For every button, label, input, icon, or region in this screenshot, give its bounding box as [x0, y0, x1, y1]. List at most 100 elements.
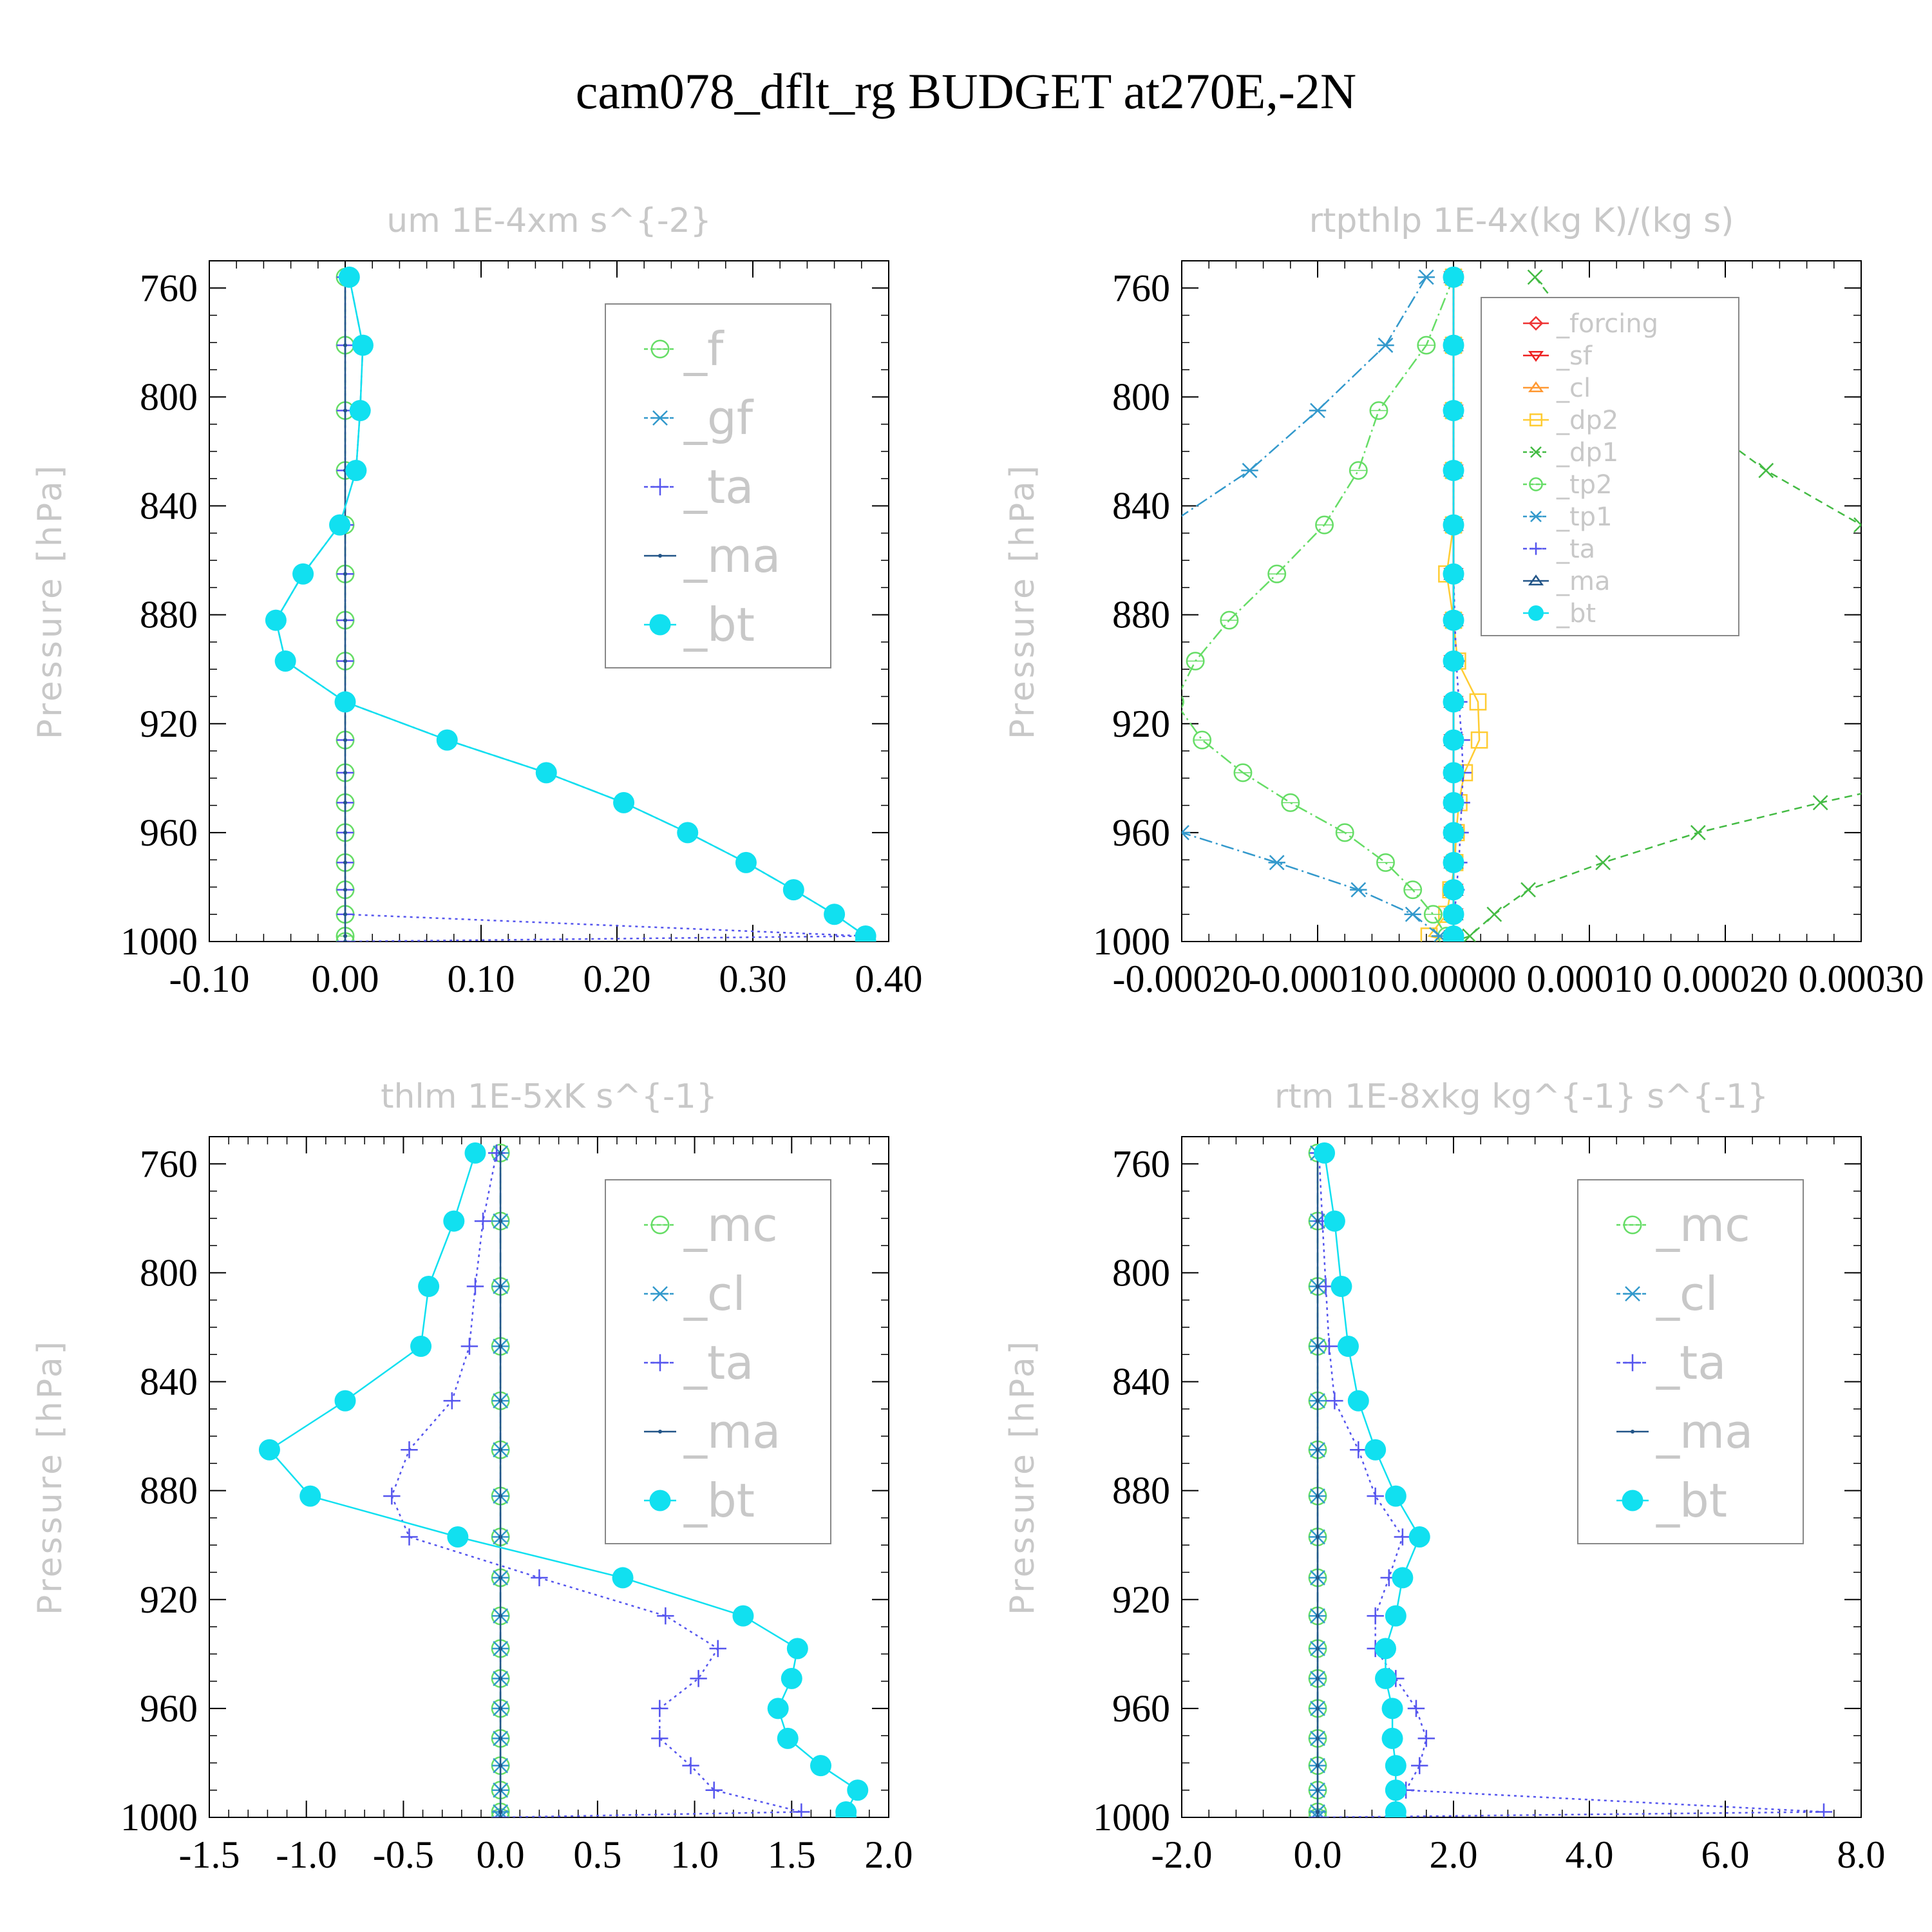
data-point	[1470, 731, 1488, 749]
legend-marker	[1623, 1215, 1642, 1235]
legend-item: _bt	[644, 1473, 755, 1528]
data-point	[343, 860, 347, 865]
legend-marker	[1528, 574, 1544, 586]
data-point	[1443, 931, 1464, 942]
legend-marker	[658, 1430, 662, 1434]
data-point	[735, 851, 757, 873]
data-point	[292, 563, 314, 585]
data-point	[1316, 1219, 1320, 1224]
data-point	[1316, 1646, 1320, 1651]
data-point	[334, 1390, 356, 1412]
data-point	[443, 1210, 465, 1232]
data-point	[1381, 1698, 1403, 1719]
data-point	[793, 1803, 810, 1817]
data-point	[474, 1212, 492, 1230]
data-point	[1385, 1485, 1406, 1507]
data-point	[498, 1219, 503, 1224]
legend-item: _cl	[1616, 1267, 1718, 1321]
data-point	[334, 691, 356, 713]
panel-title: rtpthlp 1E-4x(kg K)/(kg s)	[1309, 202, 1734, 240]
y-tick-label: 840	[140, 485, 198, 527]
legend-box	[1577, 1179, 1804, 1544]
legend-label: _dp2	[1556, 406, 1618, 435]
data-point	[343, 934, 347, 938]
legend-item: _sf	[1523, 341, 1593, 371]
legend-item: _mc	[1616, 1198, 1750, 1252]
legend-marker	[1530, 511, 1542, 522]
data-point	[1404, 906, 1421, 922]
data-point	[705, 1781, 723, 1799]
legend-marker	[1528, 605, 1544, 621]
data-point	[786, 1638, 808, 1660]
legend-item: _ta	[644, 460, 753, 514]
legend-marker	[651, 1354, 669, 1372]
x-tick-label: -0.00020	[1113, 958, 1251, 1000]
x-tick-label: 4.0	[1566, 1833, 1614, 1876]
data-point	[274, 650, 296, 672]
legend-item: _cl	[644, 1267, 746, 1321]
legend-marker	[1528, 381, 1544, 393]
series-bt	[258, 1142, 869, 1817]
data-point	[1385, 1605, 1406, 1627]
data-point	[1320, 1338, 1338, 1355]
y-tick-label: 960	[140, 1687, 198, 1730]
plot-frame	[1181, 1136, 1862, 1818]
data-point	[343, 572, 347, 576]
legend-item: _tp2	[1523, 470, 1613, 500]
data-point	[929, 766, 945, 780]
data-point	[677, 822, 699, 844]
legend-label: _ta	[683, 1336, 753, 1390]
panel-title: thlm 1E-5xK s^{-1}	[381, 1077, 717, 1116]
chart-panels: um 1E-4xm s^{-2} Pressure [hPa] 760 800 840 8…	[31, 202, 1924, 1876]
y-tick-label: 1000	[120, 920, 198, 963]
data-point	[343, 940, 347, 942]
x-tick-label: 0.0	[477, 1833, 525, 1876]
data-point	[651, 1700, 668, 1718]
y-axis-label: Pressure [hPa]	[31, 1339, 70, 1615]
data-point	[498, 1344, 503, 1349]
legend-marker	[1528, 350, 1544, 362]
legend-marker	[658, 554, 662, 558]
chart-panel-3: thlm 1E-5xK s^{-1} Pressure [hPa] 760 800 84…	[31, 1077, 913, 1876]
series-ma	[498, 1151, 503, 1817]
data-point	[657, 1607, 674, 1625]
data-point	[682, 1757, 699, 1774]
data-point	[1375, 1667, 1396, 1689]
legend-label: _sf	[1556, 341, 1593, 371]
legend-label: _ma	[683, 529, 781, 583]
legend-label: _ma	[683, 1405, 781, 1459]
data-point	[1316, 1344, 1320, 1349]
x-tick-label: 2.0	[1430, 1833, 1478, 1876]
data-point	[847, 1779, 869, 1801]
data-point	[498, 1614, 503, 1618]
series-ta	[383, 1144, 810, 1817]
data-point	[1392, 1567, 1414, 1589]
legend-marker	[1528, 316, 1544, 331]
legend-item: _forcing	[1523, 309, 1658, 339]
x-tick-label: 0.5	[573, 1833, 621, 1876]
data-point	[1853, 517, 1861, 533]
legend-marker	[651, 1286, 669, 1302]
data-point	[1394, 1528, 1412, 1546]
data-point	[1186, 652, 1205, 670]
y-tick-label: 920	[1112, 703, 1170, 745]
y-tick-label: 800	[140, 1251, 198, 1294]
data-point	[349, 400, 371, 422]
x-tick-label: 8.0	[1837, 1833, 1886, 1876]
panel-title: um 1E-4xm s^{-2}	[386, 202, 712, 240]
data-point	[612, 1567, 634, 1589]
plot-area	[265, 266, 876, 942]
data-point	[498, 1448, 503, 1452]
data-point	[1443, 851, 1464, 873]
x-tick-label: -1.5	[179, 1833, 240, 1876]
data-point	[1182, 696, 1184, 708]
data-point	[299, 1485, 321, 1507]
x-tick-label: 1.5	[768, 1833, 816, 1876]
data-point	[1369, 401, 1388, 420]
y-tick-label: 880	[1112, 594, 1170, 636]
axis-ticks	[1181, 1136, 1862, 1818]
data-point	[498, 1676, 503, 1681]
data-point	[460, 1338, 478, 1355]
data-point	[1268, 855, 1285, 871]
data-point	[1316, 1284, 1320, 1289]
